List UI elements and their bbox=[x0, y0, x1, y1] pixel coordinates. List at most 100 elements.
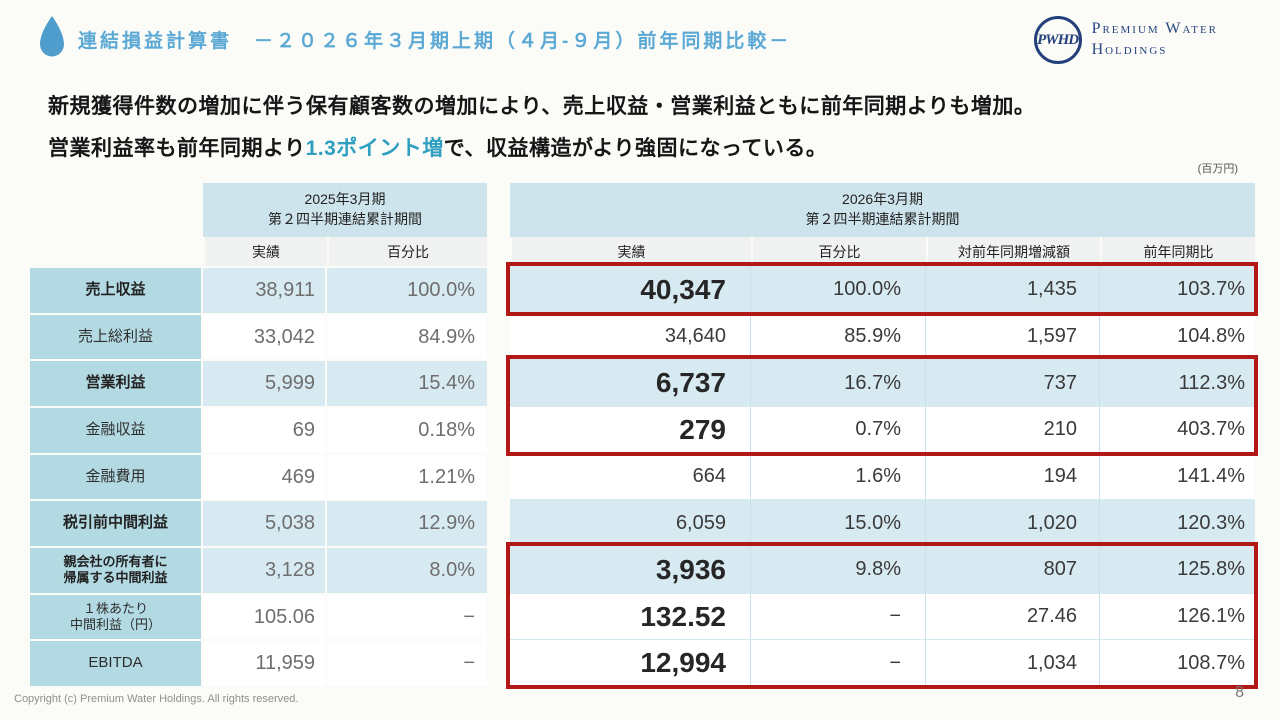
pl-table: 2025年3月期 第２四半期連結累計期間 2026年3月期 第２四半期連結累計期… bbox=[30, 183, 1255, 686]
row-label: 売上収益 bbox=[30, 266, 203, 313]
summary-line-2: 営業利益率も前年同期より1.3ポイント増で、収益構造がより強固になっている。 bbox=[48, 132, 827, 162]
yoy-ratio: 104.8% bbox=[1100, 312, 1255, 360]
row-label-line2: 帰属する中間利益 bbox=[63, 570, 168, 586]
cur-pct: 100.0% bbox=[751, 266, 926, 313]
slide-header: 連結損益計算書 －２０２６年３月期上期（４月-９月）前年同期比較－ PWHD P… bbox=[0, 0, 1280, 80]
cur-actual: 664 bbox=[510, 452, 751, 500]
company-name-line1: Premium Water bbox=[1091, 20, 1218, 38]
prev-pct: − bbox=[327, 639, 487, 686]
period-header-row: 2025年3月期 第２四半期連結累計期間 2026年3月期 第２四半期連結累計期… bbox=[30, 183, 1255, 237]
table-row-eps: １株あたり 中間利益（円） 105.06 − 132.52 − 27.46 12… bbox=[30, 592, 1255, 640]
copyright-text: Copyright (c) Premium Water Holdings. Al… bbox=[14, 693, 299, 705]
company-name-line2: Holdings bbox=[1091, 41, 1168, 58]
row-label-line1: 親会社の所有者に bbox=[63, 554, 168, 570]
column-header-row: 実績 百分比 実績 百分比 対前年同期増減額 前年同期比 bbox=[30, 237, 1255, 266]
table-row-finance-costs: 金融費用 469 1.21% 664 1.6% 194 141.4% bbox=[30, 452, 1255, 500]
yoy-ratio: 112.3% bbox=[1100, 359, 1255, 406]
table-row-revenue: 売上収益 38,911 100.0% 40,347 100.0% 1,435 1… bbox=[30, 266, 1255, 313]
yoy-ratio: 403.7% bbox=[1100, 406, 1255, 453]
yoy-ratio: 103.7% bbox=[1100, 266, 1255, 313]
prev-pct: 0.18% bbox=[327, 406, 487, 453]
row-label: 税引前中間利益 bbox=[30, 499, 203, 546]
row-label: EBITDA bbox=[30, 639, 203, 686]
cur-pct: 1.6% bbox=[751, 452, 926, 500]
page-number: 8 bbox=[1235, 684, 1244, 701]
company-logo: PWHD Premium Water Holdings bbox=[1033, 16, 1218, 64]
cur-actual: 6,737 bbox=[510, 359, 751, 406]
summary-line-2-pre: 営業利益率も前年同期より bbox=[48, 137, 306, 160]
yoy-change: 1,020 bbox=[926, 499, 1100, 546]
row-label: 親会社の所有者に 帰属する中間利益 bbox=[30, 546, 203, 593]
cur-actual: 6,059 bbox=[510, 499, 751, 546]
yoy-ratio: 120.3% bbox=[1100, 499, 1255, 546]
table-row-profit-before-tax: 税引前中間利益 5,038 12.9% 6,059 15.0% 1,020 12… bbox=[30, 499, 1255, 546]
right-period-line2: 第２四半期連結累計期間 bbox=[805, 211, 960, 227]
prev-actual: 38,911 bbox=[203, 266, 327, 313]
col-header-yoy-change: 対前年同期増減額 bbox=[926, 237, 1100, 266]
yoy-change: 1,435 bbox=[926, 266, 1100, 313]
cur-pct: 15.0% bbox=[751, 499, 926, 546]
prev-pct: 100.0% bbox=[327, 266, 487, 313]
prev-actual: 69 bbox=[203, 406, 327, 453]
row-label: 金融収益 bbox=[30, 406, 203, 453]
monogram-text: PWHD bbox=[1037, 31, 1079, 48]
cur-actual: 40,347 bbox=[510, 266, 751, 313]
table-row-operating-profit: 営業利益 5,999 15.4% 6,737 16.7% 737 112.3% bbox=[30, 359, 1255, 406]
cur-actual: 132.52 bbox=[510, 592, 751, 640]
col-header-pct-prev: 百分比 bbox=[327, 237, 487, 266]
header-spacer bbox=[30, 183, 203, 237]
cur-pct: 85.9% bbox=[751, 312, 926, 360]
row-label: 金融費用 bbox=[30, 452, 203, 500]
prev-actual: 5,038 bbox=[203, 499, 327, 546]
prev-actual: 5,999 bbox=[203, 359, 327, 406]
pwhd-monogram-icon: PWHD bbox=[1033, 16, 1082, 64]
prev-actual: 3,128 bbox=[203, 546, 327, 593]
table-row-gross-profit: 売上総利益 33,042 84.9% 34,640 85.9% 1,597 10… bbox=[30, 312, 1255, 360]
row-label: 売上総利益 bbox=[30, 312, 203, 360]
cur-actual: 12,994 bbox=[510, 639, 751, 686]
yoy-change: 1,034 bbox=[926, 639, 1100, 686]
yoy-change: 210 bbox=[926, 406, 1100, 453]
yoy-change: 807 bbox=[926, 546, 1100, 593]
table-row-finance-income: 金融収益 69 0.18% 279 0.7% 210 403.7% bbox=[30, 406, 1255, 453]
summary-line-1: 新規獲得件数の増加に伴う保有顧客数の増加により、売上収益・営業利益ともに前年同期… bbox=[48, 95, 1036, 118]
prev-pct: − bbox=[327, 592, 487, 640]
row-label: １株あたり 中間利益（円） bbox=[30, 592, 203, 640]
yoy-ratio: 141.4% bbox=[1100, 452, 1255, 500]
prev-actual: 33,042 bbox=[203, 312, 327, 360]
table-row-ebitda: EBITDA 11,959 − 12,994 − 1,034 108.7% bbox=[30, 639, 1255, 686]
summary-line-2-post: で、収益構造がより強固になっている。 bbox=[443, 137, 828, 160]
col-header-yoy-ratio: 前年同期比 bbox=[1100, 237, 1255, 266]
yoy-ratio: 125.8% bbox=[1100, 546, 1255, 593]
row-label-line1: １株あたり bbox=[82, 600, 148, 616]
prev-pct: 8.0% bbox=[327, 546, 487, 593]
cur-pct: − bbox=[751, 639, 926, 686]
prev-pct: 12.9% bbox=[327, 499, 487, 546]
yoy-change: 194 bbox=[926, 452, 1100, 500]
col-header-pct: 百分比 bbox=[751, 237, 926, 266]
company-name: Premium Water Holdings bbox=[1092, 19, 1218, 61]
col-header-actual-prev: 実績 bbox=[203, 237, 327, 266]
left-period-header: 2025年3月期 第２四半期連結累計期間 bbox=[203, 183, 487, 237]
header-spacer bbox=[30, 237, 203, 266]
cur-actual: 279 bbox=[510, 406, 751, 453]
prev-actual: 11,959 bbox=[203, 639, 327, 686]
prev-pct: 84.9% bbox=[327, 312, 487, 360]
left-period-line1: 2025年3月期 bbox=[304, 191, 386, 208]
yoy-change: 737 bbox=[926, 359, 1100, 406]
table-row-profit-attributable-to-owners: 親会社の所有者に 帰属する中間利益 3,128 8.0% 3,936 9.8% … bbox=[30, 546, 1255, 593]
cur-actual: 34,640 bbox=[510, 312, 751, 360]
prev-pct: 15.4% bbox=[327, 359, 487, 406]
right-period-header: 2026年3月期 第２四半期連結累計期間 bbox=[510, 183, 1255, 237]
cur-pct: 0.7% bbox=[751, 406, 926, 453]
cur-pct: 16.7% bbox=[751, 359, 926, 406]
table-gap bbox=[487, 183, 510, 237]
yoy-change: 1,597 bbox=[926, 312, 1100, 360]
cur-pct: − bbox=[751, 592, 926, 640]
prev-actual: 469 bbox=[203, 452, 327, 500]
yoy-ratio: 126.1% bbox=[1100, 592, 1255, 640]
cur-pct: 9.8% bbox=[751, 546, 926, 593]
prev-pct: 1.21% bbox=[327, 452, 487, 500]
right-period-line1: 2026年3月期 bbox=[842, 191, 923, 208]
